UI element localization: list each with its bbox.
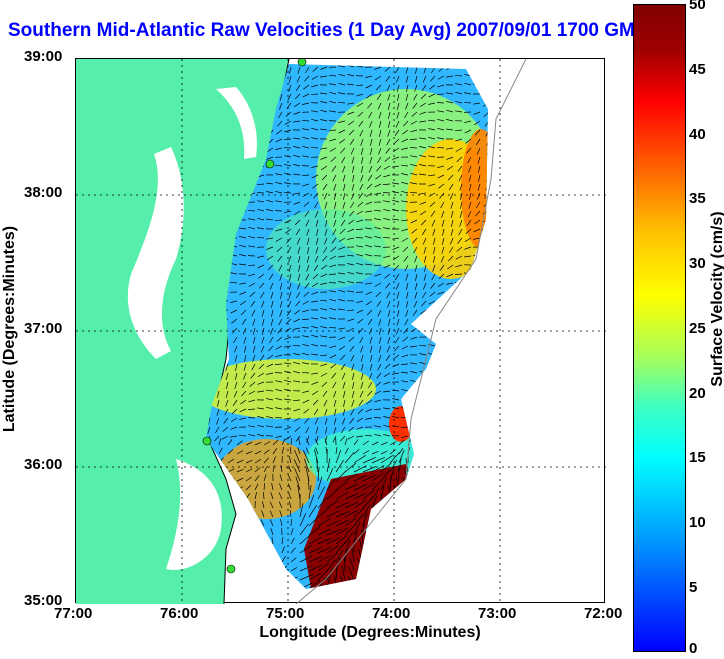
colorbar-tick: 20 — [689, 385, 706, 402]
map-canvas — [76, 59, 606, 604]
x-axis-label: Longitude (Degrees:Minutes) — [259, 624, 481, 641]
x-tick-label: 72:00 — [584, 605, 623, 622]
colorbar-tick: 40 — [689, 126, 706, 143]
colorbar-tick: 45 — [689, 61, 706, 78]
land-mass — [76, 59, 289, 604]
colorbar-tick: 10 — [689, 514, 706, 531]
colorbar-tick: 30 — [689, 255, 706, 272]
x-tick-label: 76:00 — [160, 605, 199, 622]
map-title: Southern Mid-Atlantic Raw Velocities (1 … — [8, 20, 647, 41]
y-tick-label: 37:00 — [24, 320, 63, 337]
pamlico-sound — [166, 459, 222, 570]
y-tick-label: 39:00 — [24, 48, 63, 65]
colorbar-tick: 35 — [689, 190, 706, 207]
y-axis-label: Latitude (Degrees:Minutes) — [1, 225, 18, 433]
station-hatteras — [202, 436, 212, 446]
x-tick-label: 75:00 — [266, 605, 305, 622]
colorbar-tick: 5 — [689, 579, 698, 596]
shelf-contour — [295, 59, 527, 604]
map-plot[interactable] — [75, 58, 606, 604]
station-mid — [265, 159, 275, 169]
y-tick-label: 35:00 — [24, 592, 63, 609]
y-tick-label: 36:00 — [24, 456, 63, 473]
x-tick-label: 74:00 — [372, 605, 411, 622]
colorbar-tick: 25 — [689, 320, 706, 337]
x-tick-label: 73:00 — [478, 605, 517, 622]
colorbar-label: Surface Velocity (cm/s) — [709, 211, 724, 387]
station-south — [226, 564, 236, 574]
chesapeake-bay — [127, 147, 184, 359]
colorbar-tick: 15 — [689, 449, 706, 466]
x-tick-label: 77:00 — [54, 605, 93, 622]
grid-lines — [76, 59, 606, 604]
colorbar-tick: 50 — [689, 0, 706, 13]
colorbar — [633, 4, 686, 652]
y-tick-label: 38:00 — [24, 184, 63, 201]
colorbar-tick: 0 — [689, 640, 698, 657]
delaware-bay — [216, 87, 257, 159]
station-north — [297, 59, 307, 67]
